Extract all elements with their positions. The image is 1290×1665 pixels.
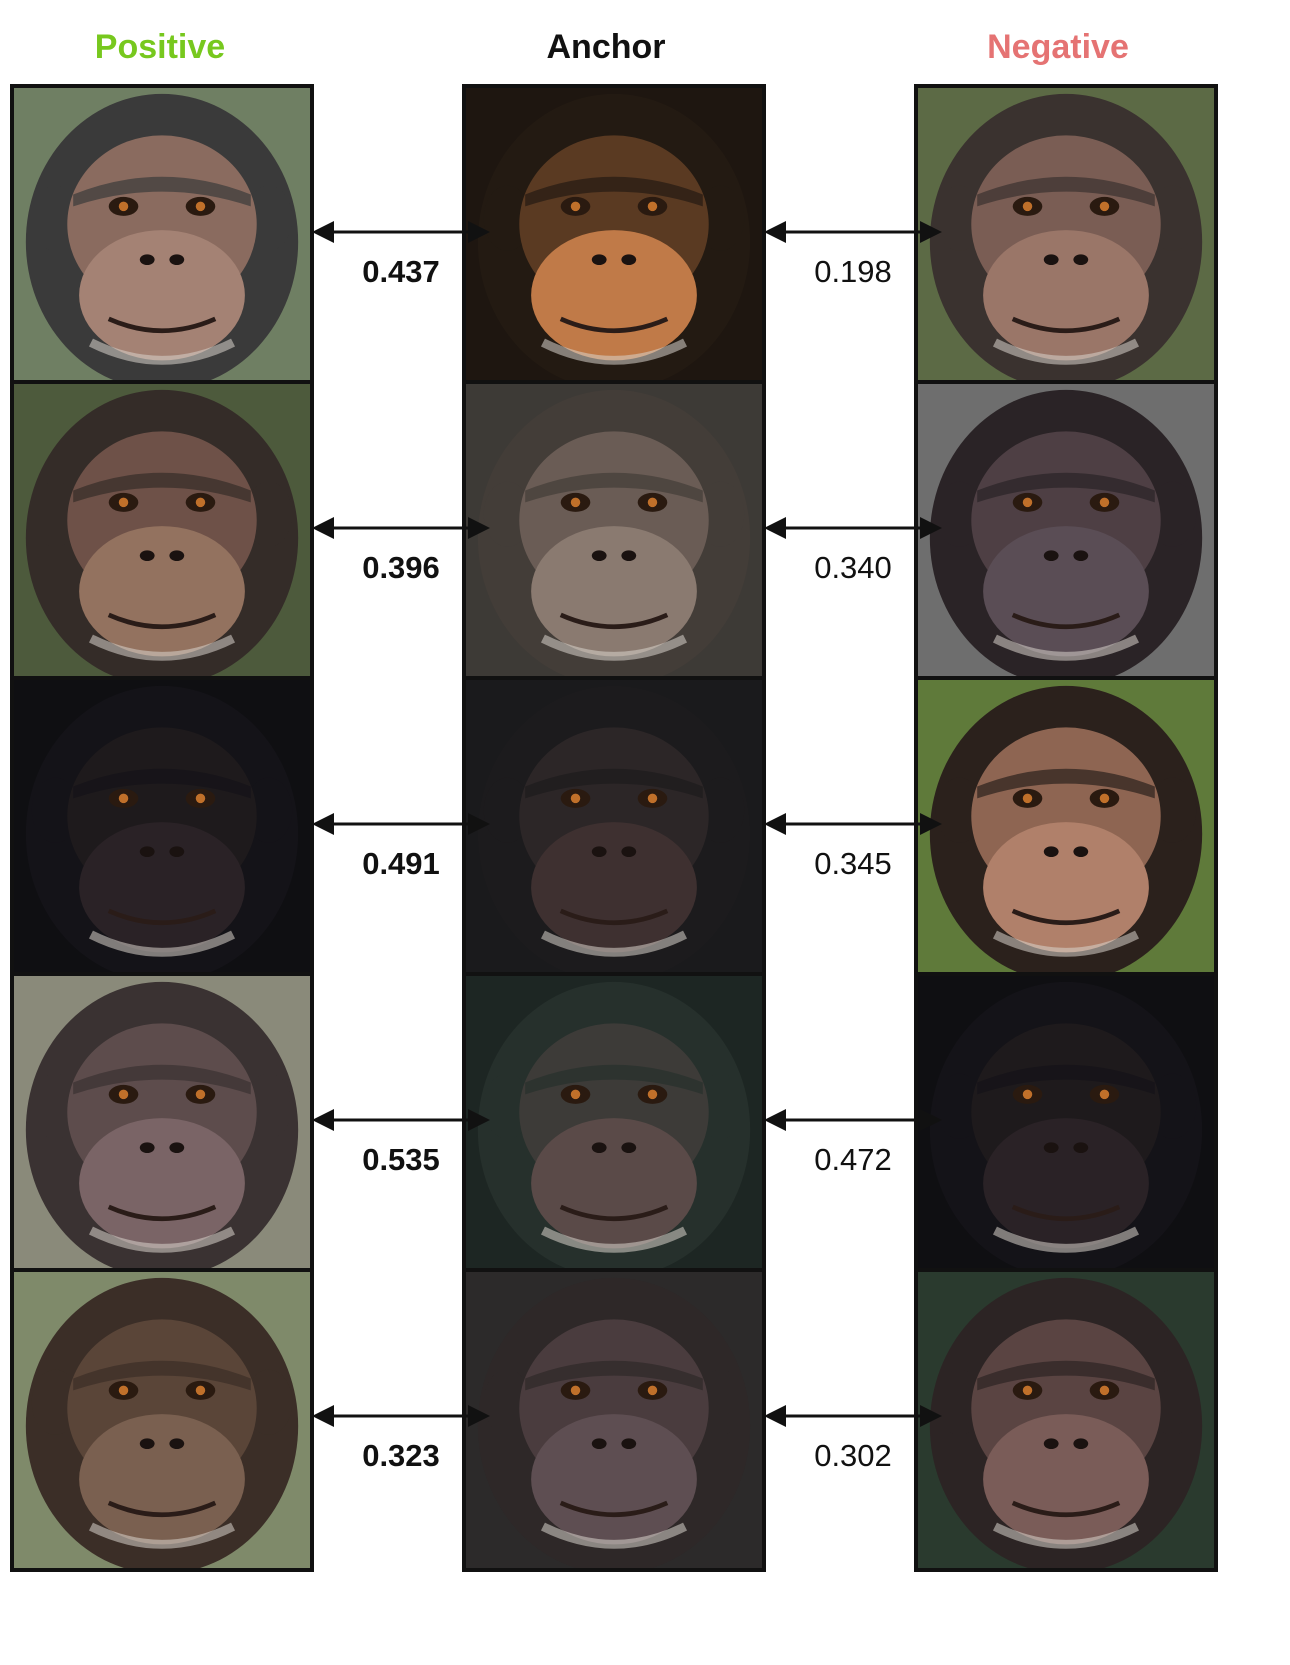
anchor-photo — [462, 1268, 766, 1572]
negative-chimp-face-image — [918, 88, 1214, 384]
positive-photo — [10, 380, 314, 684]
positive-anchor-arrow — [312, 217, 490, 247]
positive-anchor-arrow — [312, 1401, 490, 1431]
negative-chimp-face-image — [918, 384, 1214, 680]
positive-similarity-score: 0.437 — [362, 254, 440, 289]
anchor-photo — [462, 84, 766, 388]
anchor-column-header: Anchor — [546, 28, 666, 66]
positive-photo — [10, 972, 314, 1276]
positive-anchor-arrow — [312, 513, 490, 543]
positive-photo — [10, 1268, 314, 1572]
positive-anchor-arrow — [312, 1105, 490, 1135]
triplet-row: 0.396 0.340 — [0, 380, 1290, 684]
negative-photo — [914, 1268, 1218, 1572]
negative-similarity-score: 0.302 — [814, 1438, 892, 1473]
double-arrow-icon — [312, 1109, 490, 1131]
positive-chimp-face-image — [14, 976, 310, 1272]
negative-chimp-face-image — [918, 680, 1214, 976]
anchor-photo — [462, 380, 766, 684]
negative-photo — [914, 380, 1218, 684]
double-arrow-icon — [312, 517, 490, 539]
positive-chimp-face-image — [14, 680, 310, 976]
positive-photo — [10, 84, 314, 388]
double-arrow-icon — [312, 1405, 490, 1427]
negative-similarity-score: 0.345 — [814, 846, 892, 881]
negative-photo — [914, 676, 1218, 980]
positive-column-header: Positive — [94, 28, 226, 66]
positive-chimp-face-image — [14, 1272, 310, 1568]
anchor-negative-arrow — [764, 1401, 942, 1431]
anchor-negative-arrow — [764, 809, 942, 839]
positive-similarity-score: 0.396 — [362, 550, 440, 585]
triplet-row: 0.535 0.472 — [0, 972, 1290, 1276]
triplet-row: 0.323 0.302 — [0, 1268, 1290, 1572]
anchor-negative-arrow — [764, 513, 942, 543]
positive-similarity-score: 0.323 — [362, 1438, 440, 1473]
double-arrow-icon — [764, 813, 942, 835]
negative-similarity-score: 0.472 — [814, 1142, 892, 1177]
negative-chimp-face-image — [918, 1272, 1214, 1568]
triplet-row: 0.437 0.198 — [0, 84, 1290, 388]
double-arrow-icon — [312, 221, 490, 243]
negative-similarity-score: 0.198 — [814, 254, 892, 289]
positive-chimp-face-image — [14, 88, 310, 384]
double-arrow-icon — [764, 1109, 942, 1131]
anchor-chimp-face-image — [466, 1272, 762, 1568]
anchor-photo — [462, 972, 766, 1276]
double-arrow-icon — [764, 517, 942, 539]
double-arrow-icon — [764, 1405, 942, 1427]
anchor-chimp-face-image — [466, 88, 762, 384]
negative-photo — [914, 972, 1218, 1276]
anchor-chimp-face-image — [466, 384, 762, 680]
anchor-photo — [462, 676, 766, 980]
positive-photo — [10, 676, 314, 980]
negative-photo — [914, 84, 1218, 388]
anchor-chimp-face-image — [466, 976, 762, 1272]
positive-similarity-score: 0.491 — [362, 846, 440, 881]
negative-similarity-score: 0.340 — [814, 550, 892, 585]
double-arrow-icon — [764, 221, 942, 243]
positive-chimp-face-image — [14, 384, 310, 680]
anchor-negative-arrow — [764, 217, 942, 247]
negative-column-header: Negative — [987, 28, 1129, 66]
triplet-row: 0.491 0.345 — [0, 676, 1290, 980]
positive-anchor-arrow — [312, 809, 490, 839]
negative-chimp-face-image — [918, 976, 1214, 1272]
anchor-chimp-face-image — [466, 680, 762, 976]
anchor-negative-arrow — [764, 1105, 942, 1135]
positive-similarity-score: 0.535 — [362, 1142, 440, 1177]
double-arrow-icon — [312, 813, 490, 835]
